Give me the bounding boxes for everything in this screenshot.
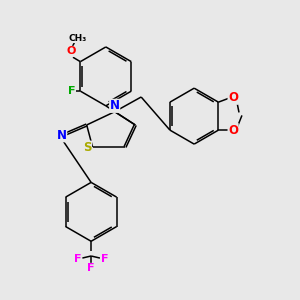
Text: F: F bbox=[68, 86, 75, 96]
Text: N: N bbox=[110, 99, 120, 112]
Text: O: O bbox=[228, 91, 238, 104]
Text: F: F bbox=[74, 254, 82, 264]
Text: F: F bbox=[87, 263, 95, 273]
Text: F: F bbox=[100, 254, 108, 264]
Text: O: O bbox=[67, 46, 76, 56]
Text: O: O bbox=[228, 124, 238, 136]
Text: CH₃: CH₃ bbox=[68, 34, 86, 43]
Text: S: S bbox=[83, 141, 92, 154]
Text: N: N bbox=[57, 129, 67, 142]
